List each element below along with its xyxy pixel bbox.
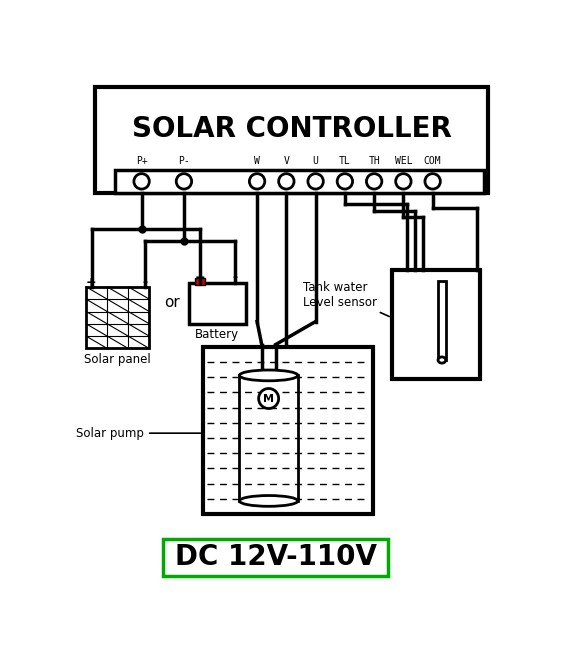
Text: P+: P+ <box>136 156 147 166</box>
Bar <box>203 347 373 514</box>
Text: M: M <box>263 393 274 403</box>
Text: or: or <box>164 295 180 310</box>
Ellipse shape <box>438 357 446 363</box>
Bar <box>392 270 480 379</box>
Bar <box>163 539 388 576</box>
Circle shape <box>308 174 323 189</box>
Circle shape <box>337 174 353 189</box>
Bar <box>438 282 446 360</box>
Circle shape <box>176 174 192 189</box>
Text: WEL: WEL <box>395 156 412 166</box>
Text: +: + <box>86 276 96 289</box>
Text: COM: COM <box>424 156 442 166</box>
Text: Tank water
Level sensor: Tank water Level sensor <box>303 280 390 316</box>
Text: V: V <box>284 156 289 166</box>
Text: DC 12V-110V: DC 12V-110V <box>175 543 376 571</box>
Text: SOLAR CONTROLLER: SOLAR CONTROLLER <box>132 115 452 143</box>
Text: U: U <box>312 156 319 166</box>
Circle shape <box>396 174 411 189</box>
Text: Solar pump: Solar pump <box>76 426 200 440</box>
Text: +: + <box>195 271 205 284</box>
Circle shape <box>366 174 382 189</box>
Bar <box>189 283 246 324</box>
Circle shape <box>249 174 265 189</box>
Text: TH: TH <box>368 156 380 166</box>
Ellipse shape <box>239 370 298 381</box>
Bar <box>115 170 484 193</box>
Text: Battery: Battery <box>196 328 239 341</box>
Circle shape <box>134 174 149 189</box>
Circle shape <box>278 174 294 189</box>
Text: -: - <box>142 276 147 289</box>
Text: Solar panel: Solar panel <box>84 353 151 366</box>
Bar <box>86 287 149 349</box>
Bar <box>95 87 488 193</box>
Text: -: - <box>232 271 238 284</box>
Circle shape <box>259 388 278 409</box>
Text: W: W <box>254 156 260 166</box>
Circle shape <box>425 174 441 189</box>
Text: TL: TL <box>339 156 351 166</box>
Bar <box>196 278 205 284</box>
Text: P-: P- <box>178 156 190 166</box>
Ellipse shape <box>239 495 298 506</box>
